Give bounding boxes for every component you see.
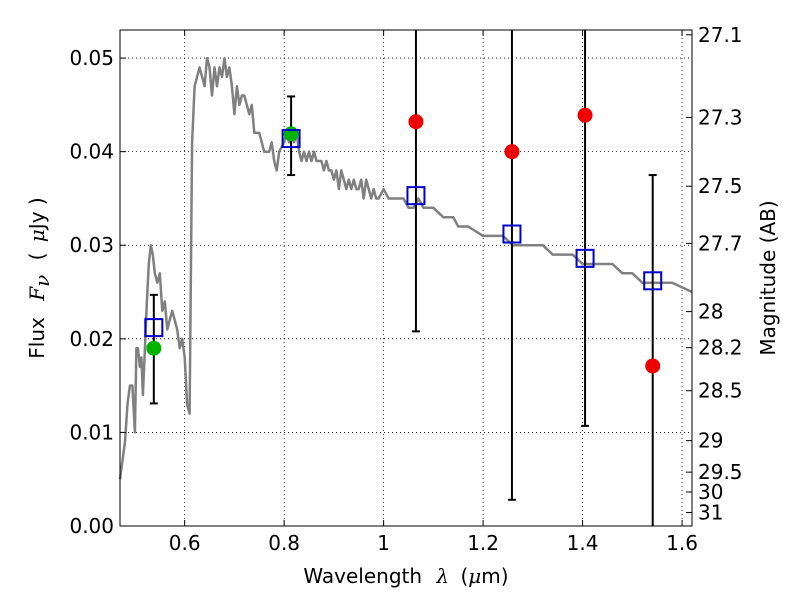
y-tick-label: 0.00: [69, 514, 114, 538]
non-detections-point: [504, 144, 520, 160]
y2-axis-label: Magnitude (AB): [756, 200, 780, 355]
y2-tick-label: 30: [698, 480, 723, 504]
plot-frame: [119, 29, 693, 527]
x-tick-label: 1.6: [666, 531, 698, 555]
y2-tick-label: 29: [698, 429, 723, 453]
y-tick-label: 0.03: [69, 233, 114, 257]
y-axis-label-unit-open: (: [25, 253, 49, 261]
model-photometry-point: [575, 248, 595, 268]
non-detections-point: [645, 358, 661, 374]
x-tick-label: 1.4: [567, 531, 599, 555]
y-tick-label: 0.02: [69, 327, 114, 351]
x-tick-label: 0.6: [169, 531, 201, 555]
model-photometry-point: [281, 129, 301, 149]
y2-tick-label: 31: [698, 500, 723, 524]
y-tick-label: 0.04: [69, 140, 114, 164]
markers-layer: [144, 107, 663, 374]
plot-background: [120, 30, 692, 526]
detections-point: [146, 340, 162, 356]
non-detections-point: [408, 114, 424, 130]
y-axis-label-prefix: Flux: [25, 317, 49, 359]
model-photometry-point: [502, 224, 522, 244]
model-photometry-point: [643, 271, 663, 291]
y2-tick-label: 27.5: [698, 174, 743, 198]
y-tick-label: 0.05: [69, 46, 114, 70]
model-photometry-point: [406, 186, 426, 206]
axis-ticks: 0.6 0.8 1 1.2 1.4 1.6 0.00 0.01 0.02 0.03 0.04 0.05…: [69, 23, 742, 555]
x-axis-label: Wavelength λ (μm): [303, 564, 508, 588]
detections-point: [283, 126, 299, 142]
y-axis-label-symbol: F: [25, 286, 49, 302]
x-axis-label-unit-mu: μ: [468, 564, 481, 588]
x-axis-label-symbol: λ: [435, 564, 449, 588]
y2-tick-label: 28.2: [698, 336, 743, 360]
x-axis-label-unit-rest: m): [481, 564, 508, 588]
y-tick-label: 0.01: [69, 420, 114, 444]
y-axis-label-unit-rest: Jy ): [25, 197, 49, 231]
y2-tick-label: 27.1: [698, 23, 743, 47]
y2-tick-label: 27.7: [698, 231, 743, 255]
non-detections-point: [577, 107, 593, 123]
y-axis-label: Flux Fν ( μJy ): [25, 197, 54, 358]
model-sed-curve: [118, 56, 693, 480]
y2-tick-label: 27.3: [698, 105, 743, 129]
y-axis-label-subscript: ν: [30, 275, 54, 287]
x-axis-label-prefix: Wavelength: [303, 564, 422, 588]
y-axis-label-unit-mu: μ: [25, 229, 49, 242]
x-tick-label: 1.2: [467, 531, 499, 555]
y2-tick-label: 29.5: [698, 460, 743, 484]
model-photometry-point: [144, 318, 164, 338]
y2-tick-label: 28.5: [698, 379, 743, 403]
x-axis-label-unit-open: (: [460, 564, 468, 588]
x-tick-label: 0.8: [268, 531, 300, 555]
x-tick-label: 1: [377, 531, 390, 555]
y2-tick-label: 28: [698, 300, 723, 324]
model-curve-layer: [118, 56, 693, 480]
